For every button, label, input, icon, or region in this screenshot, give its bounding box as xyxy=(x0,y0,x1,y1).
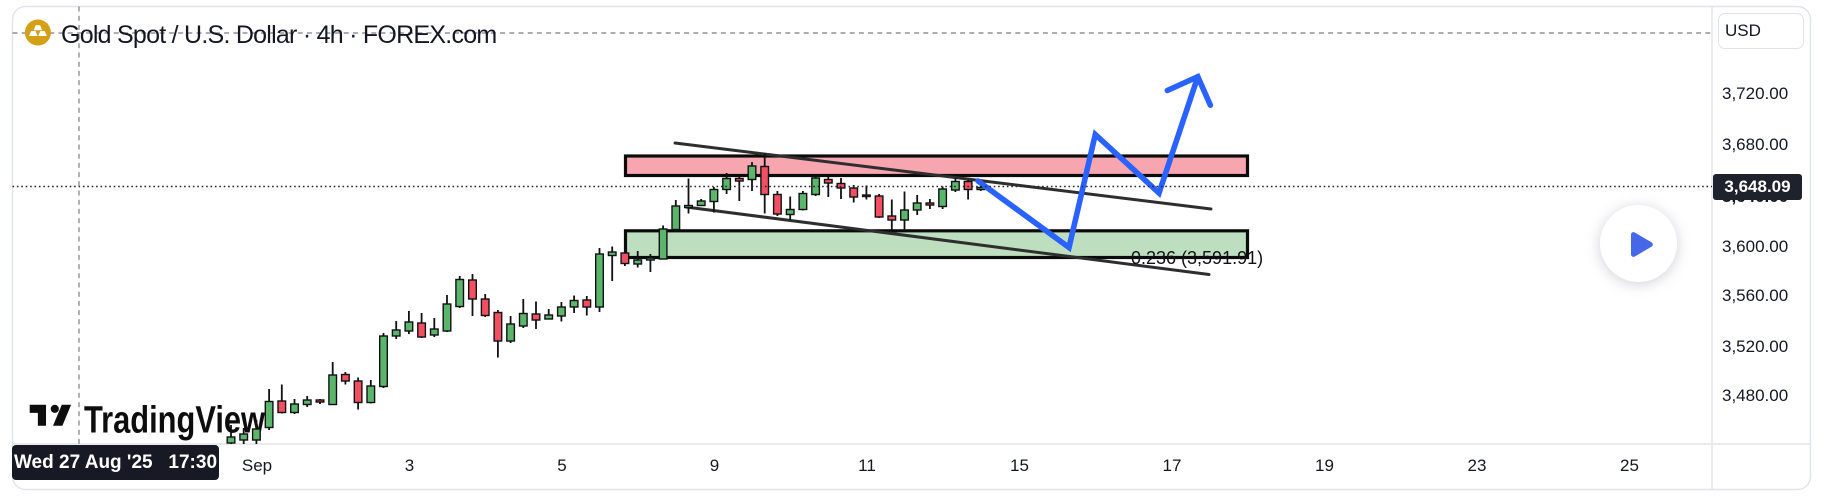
svg-text:TradingView: TradingView xyxy=(84,400,265,442)
svg-text:0.236 (3,591.91): 0.236 (3,591.91) xyxy=(1131,248,1263,268)
